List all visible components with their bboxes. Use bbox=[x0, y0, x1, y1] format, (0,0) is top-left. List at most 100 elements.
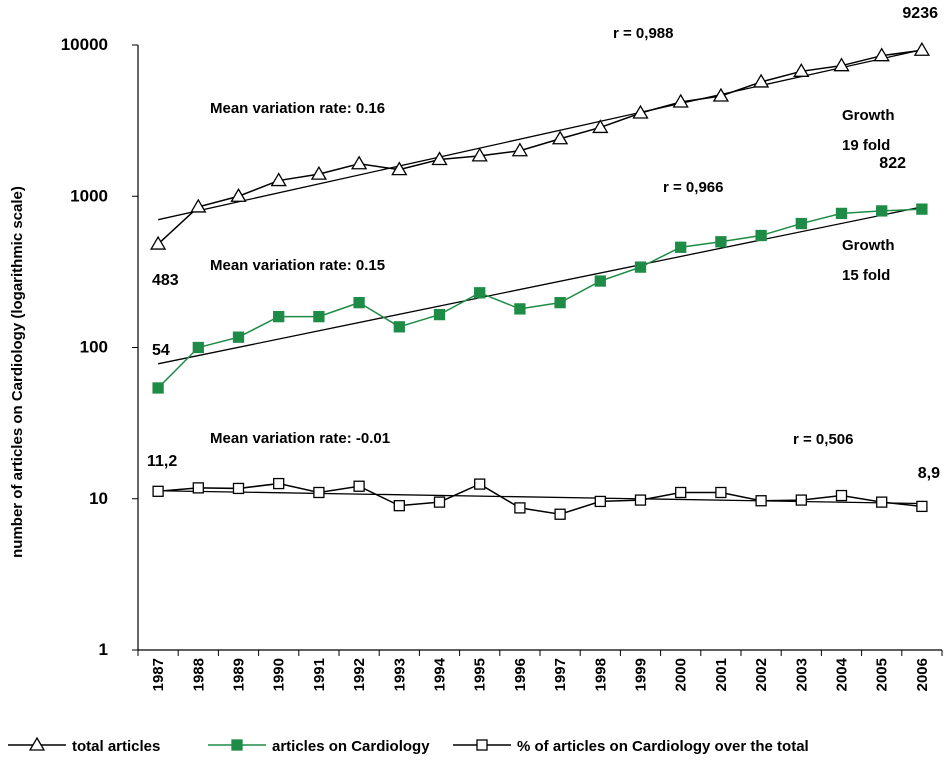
data-point bbox=[793, 63, 810, 77]
data-point bbox=[474, 478, 486, 490]
data-point bbox=[835, 207, 848, 220]
data-label: 11,2 bbox=[147, 453, 177, 470]
data-point bbox=[715, 236, 727, 248]
x-tick-label: 1992 bbox=[351, 658, 368, 691]
legend-label: total articles bbox=[72, 738, 160, 755]
data-point bbox=[755, 229, 767, 242]
annotation: 19 fold bbox=[842, 137, 890, 154]
data-point bbox=[715, 486, 727, 499]
x-tick-label: 1987 bbox=[150, 658, 167, 691]
data-point bbox=[632, 104, 649, 119]
annotation: r = 0,966 bbox=[663, 179, 723, 196]
legend-item: % of articles on Cardiology over the tot… bbox=[453, 738, 809, 755]
data-point bbox=[149, 235, 167, 250]
legend-marker bbox=[231, 739, 243, 751]
series-line bbox=[158, 482, 922, 516]
series-line bbox=[157, 208, 922, 389]
data-point bbox=[313, 486, 325, 499]
data-point bbox=[795, 217, 807, 230]
x-tick-label: 1995 bbox=[472, 658, 489, 691]
data-point bbox=[511, 142, 529, 157]
legend-label: % of articles on Cardiology over the tot… bbox=[517, 738, 809, 755]
data-point bbox=[514, 303, 526, 315]
data-label: 483 bbox=[152, 272, 179, 289]
y-tick-label: 1 bbox=[99, 640, 108, 659]
data-point bbox=[916, 203, 928, 215]
data-point bbox=[471, 147, 488, 162]
annotation: r = 0,988 bbox=[613, 25, 673, 42]
data-point bbox=[833, 57, 850, 72]
annotation: Mean variation rate: -0.01 bbox=[210, 430, 390, 447]
data-point bbox=[393, 500, 405, 512]
data-point bbox=[876, 496, 888, 508]
trend-line bbox=[157, 49, 923, 221]
trend-line bbox=[157, 206, 923, 365]
x-tick-label: 1998 bbox=[592, 658, 609, 691]
data-point bbox=[353, 296, 365, 309]
data-point bbox=[554, 296, 566, 309]
data-point bbox=[592, 119, 609, 134]
data-point bbox=[712, 87, 730, 102]
y-tick-label: 100 bbox=[80, 338, 108, 357]
data-point bbox=[270, 172, 287, 187]
data-point bbox=[675, 241, 687, 253]
data-point bbox=[551, 130, 569, 145]
data-point bbox=[192, 341, 204, 354]
data-point bbox=[514, 502, 526, 514]
y-tick-label: 1000 bbox=[70, 186, 108, 205]
x-tick-label: 1999 bbox=[633, 658, 650, 691]
data-point bbox=[310, 165, 328, 180]
data-point bbox=[755, 495, 767, 507]
data-point bbox=[752, 73, 770, 88]
data-point bbox=[474, 287, 486, 299]
data-point bbox=[876, 205, 888, 217]
data-point bbox=[273, 310, 285, 323]
data-point bbox=[594, 495, 606, 508]
data-point bbox=[192, 482, 204, 494]
data-point bbox=[672, 93, 689, 108]
data-point bbox=[152, 485, 164, 497]
legend-marker bbox=[476, 739, 488, 751]
y-axis-label: number of articles on Cardiology (logari… bbox=[9, 186, 26, 558]
legend-item: total articles bbox=[8, 736, 160, 755]
x-tick-label: 2001 bbox=[713, 658, 730, 691]
data-point bbox=[795, 494, 807, 506]
x-tick-label: 2002 bbox=[753, 658, 770, 691]
x-tick-label: 2005 bbox=[874, 658, 891, 691]
x-tick-label: 1988 bbox=[190, 658, 207, 691]
data-point bbox=[393, 321, 405, 333]
data-point bbox=[913, 41, 931, 56]
y-tick-label: 10000 bbox=[61, 35, 108, 54]
data-label: 9236 bbox=[902, 5, 938, 22]
annotation: Mean variation rate: 0.16 bbox=[210, 100, 385, 117]
x-tick-label: 1996 bbox=[512, 658, 529, 691]
data-point bbox=[916, 500, 928, 513]
annotation: Mean variation rate: 0.15 bbox=[210, 257, 385, 274]
data-point bbox=[634, 261, 647, 273]
legend-marker bbox=[28, 736, 46, 751]
x-tick-label: 1990 bbox=[271, 658, 288, 691]
data-point bbox=[634, 494, 647, 506]
data-point bbox=[313, 310, 325, 323]
x-tick-label: 1997 bbox=[552, 658, 569, 691]
data-point bbox=[353, 480, 365, 492]
annotation: Growth bbox=[842, 107, 895, 124]
data-point bbox=[391, 161, 408, 176]
data-point bbox=[431, 151, 448, 166]
data-point bbox=[152, 382, 164, 394]
x-tick-label: 1993 bbox=[391, 658, 408, 691]
x-tick-label: 2006 bbox=[914, 658, 931, 691]
data-point bbox=[190, 198, 207, 213]
data-label: 8,9 bbox=[918, 465, 940, 482]
y-tick-label: 10 bbox=[89, 489, 108, 508]
data-label: 822 bbox=[879, 155, 906, 172]
x-tick-label: 2003 bbox=[793, 658, 810, 691]
legend-item: articles on Cardiology bbox=[208, 738, 430, 755]
data-point bbox=[554, 508, 566, 520]
legend-label: articles on Cardiology bbox=[272, 738, 430, 755]
data-point bbox=[433, 496, 446, 508]
data-point bbox=[273, 477, 285, 490]
trend-line bbox=[158, 490, 922, 505]
x-tick-label: 1991 bbox=[311, 658, 328, 691]
